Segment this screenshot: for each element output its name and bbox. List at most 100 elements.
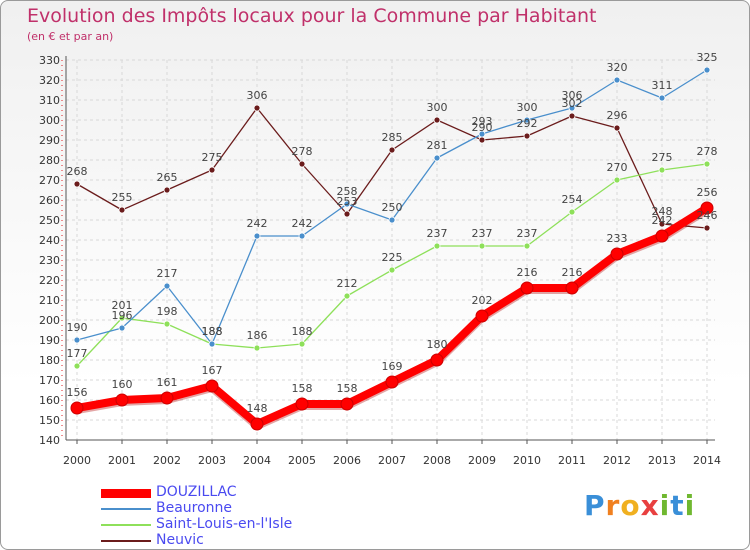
logo-letter: o [620,489,641,522]
data-label: 160 [112,378,133,391]
x-tick-label: 2011 [558,454,586,467]
data-point [163,186,171,194]
data-label: 255 [112,191,133,204]
data-point [118,314,126,322]
legend-swatch [101,488,151,498]
data-label: 242 [247,217,268,230]
y-tick-label: 240 [39,234,60,247]
data-point [700,201,714,215]
data-point [703,160,711,168]
data-label: 180 [427,338,448,351]
logo-letter: P [584,489,606,522]
data-point [343,292,351,300]
data-point [388,266,396,274]
data-label: 311 [652,79,673,92]
data-point [253,104,261,112]
data-point [118,324,126,332]
y-tick-label: 330 [39,54,60,67]
data-point [613,76,621,84]
data-point [163,320,171,328]
y-tick-label: 150 [39,414,60,427]
data-point [703,224,711,232]
y-tick-label: 170 [39,374,60,387]
y-tick-label: 140 [39,434,60,447]
legend-swatch [101,540,151,542]
data-point [568,112,576,120]
data-point [613,176,621,184]
data-point [298,160,306,168]
x-tick-label: 2001 [108,454,136,467]
data-label: 306 [247,89,268,102]
data-point [523,116,531,124]
grid [66,59,715,441]
y-tick-label: 310 [39,94,60,107]
data-label: 293 [472,115,493,128]
x-tick-label: 2005 [288,454,316,467]
logo-letter: x [640,489,660,522]
data-label: 158 [337,382,358,395]
legend-label: Beauronne [156,500,233,516]
y-tick-label: 190 [39,334,60,347]
data-label: 300 [517,101,538,114]
data-point [703,66,711,74]
logo-letter: i [659,489,671,522]
data-label: 216 [517,266,538,279]
data-point [433,116,441,124]
y-tick-label: 230 [39,254,60,267]
data-label: 216 [562,266,583,279]
data-label: 237 [427,227,448,240]
legend-label: Neuvic [156,532,204,548]
data-point [523,132,531,140]
data-label: 217 [157,267,178,280]
data-point [388,146,396,154]
y-tick-label: 200 [39,314,60,327]
x-tick-label: 2012 [603,454,631,467]
y-tick-label: 320 [39,74,60,87]
data-point [613,124,621,132]
x-tick-label: 2009 [468,454,496,467]
data-point [343,210,351,218]
data-label: 225 [382,251,403,264]
x-tick-label: 2006 [333,454,361,467]
data-point [568,104,576,112]
data-label: 275 [652,151,673,164]
data-point [70,401,84,415]
data-point [385,375,399,389]
data-label: 233 [607,232,628,245]
y-tick-label: 270 [39,174,60,187]
y-tick-label: 160 [39,394,60,407]
data-point [433,242,441,250]
data-label: 292 [517,117,538,130]
data-label: 258 [337,185,358,198]
data-label: 190 [67,321,88,334]
data-point [208,166,216,174]
data-label: 302 [562,97,583,110]
data-point [205,379,219,393]
x-tick-label: 2007 [378,454,406,467]
data-label: 325 [697,51,718,64]
legend-label: DOUZILLAC [156,484,237,500]
data-point [250,417,264,431]
data-label: 248 [652,205,673,218]
data-label: 296 [607,109,628,122]
data-label: 177 [67,347,88,360]
y-tick-label: 210 [39,294,60,307]
legend-label: Saint-Louis-en-l'Isle [156,516,293,532]
data-label: 246 [697,209,718,222]
data-labels: 268 255 265 275 306 278 253 285 300 290 292 302 296 2… [67,51,718,415]
data-label: 237 [472,227,493,240]
x-tick-label: 2000 [63,454,91,467]
data-label: 265 [157,171,178,184]
data-label: 281 [427,139,448,152]
x-tick-label: 2014 [693,454,721,467]
data-label: 278 [697,145,718,158]
data-point [298,232,306,240]
data-point [478,136,486,144]
legend-swatch [101,524,151,526]
data-label: 250 [382,201,403,214]
x-tick-label: 2004 [243,454,271,467]
data-label: 198 [157,305,178,318]
y-tick-label: 280 [39,154,60,167]
data-label: 270 [607,161,628,174]
data-point [343,200,351,208]
